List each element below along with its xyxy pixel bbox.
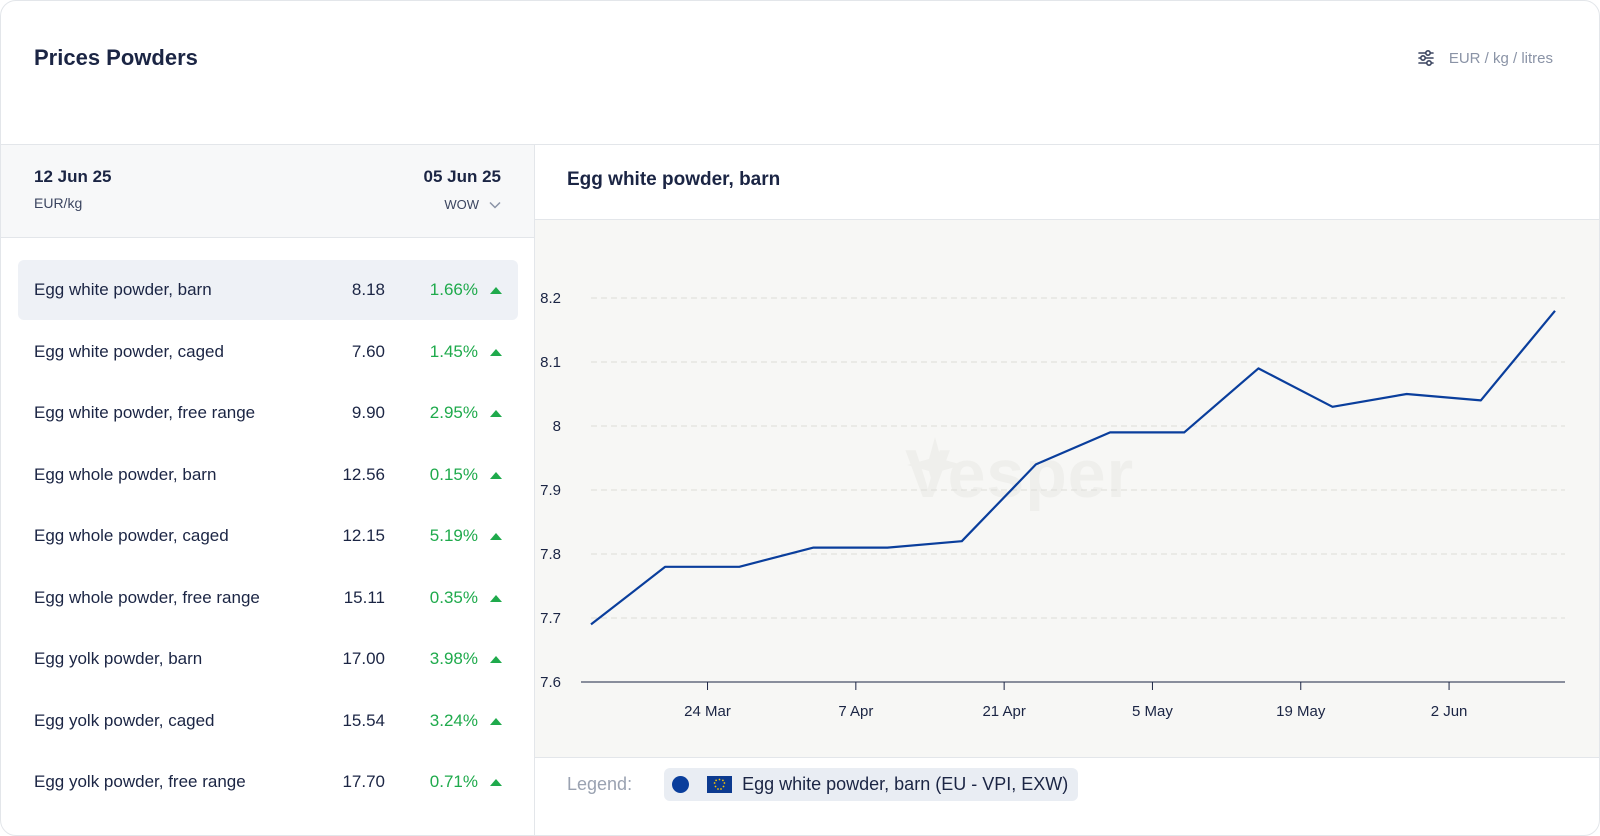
price-change: 5.19% bbox=[429, 526, 478, 545]
list-item[interactable]: Egg whole powder, free range 15.11 0.35% bbox=[18, 568, 518, 628]
legend-item[interactable]: Egg white powder, barn (EU - VPI, EXW) bbox=[664, 767, 1079, 801]
list-item[interactable]: Egg whole powder, barn 12.56 0.15% bbox=[18, 445, 518, 505]
product-price: 17.70 bbox=[342, 772, 385, 791]
product-price: 12.56 bbox=[342, 464, 385, 484]
watermark-text: Vesper bbox=[905, 436, 1135, 512]
y-tick-label: 7.6 bbox=[540, 674, 561, 691]
compare-date: 05 Jun 25 bbox=[423, 167, 502, 186]
product-price: 15.11 bbox=[343, 587, 385, 607]
eu-flag-icon bbox=[707, 775, 733, 793]
trend-up-icon bbox=[490, 656, 502, 663]
product-name: Egg whole powder, barn bbox=[34, 464, 217, 484]
chart-panel: Egg white powder, barn Vesper 7.6 7.7 7.8 7… bbox=[535, 145, 1599, 835]
list-item[interactable]: Egg white powder, barn 8.18 1.66% bbox=[18, 260, 518, 320]
product-name: Egg white powder, free range bbox=[34, 403, 256, 422]
list-item[interactable]: Egg yolk powder, free range 17.70 0.71% bbox=[18, 752, 518, 812]
y-tick-label: 8.2 bbox=[540, 290, 561, 307]
price-change: 1.66% bbox=[429, 280, 478, 299]
list-item[interactable]: Egg white powder, caged 7.60 1.45% bbox=[18, 322, 518, 382]
list-item[interactable]: Egg yolk powder, caged 15.54 3.24% bbox=[18, 691, 518, 751]
legend-item-label: Egg white powder, barn (EU - VPI, EXW) bbox=[742, 773, 1069, 794]
price-table: 12 Jun 25 EUR/kg 05 Jun 25 WOW Egg white… bbox=[1, 145, 535, 835]
product-name: Egg whole powder, free range bbox=[34, 587, 260, 607]
trend-up-icon bbox=[490, 348, 502, 356]
product-price: 8.18 bbox=[351, 280, 385, 299]
x-tick-label: 7 Apr bbox=[838, 703, 873, 720]
price-change: 0.15% bbox=[429, 464, 478, 484]
y-tick-label: 7.7 bbox=[540, 610, 561, 627]
series-dot bbox=[672, 775, 690, 793]
trend-up-icon bbox=[490, 410, 502, 417]
sliders-icon bbox=[1417, 49, 1435, 67]
trend-up-icon bbox=[490, 717, 502, 725]
x-tick-label: 19 May bbox=[1276, 703, 1326, 720]
chevron-down-icon bbox=[489, 197, 501, 212]
price-change: 3.98% bbox=[429, 649, 478, 668]
product-price: 12.15 bbox=[342, 526, 385, 545]
product-price: 9.90 bbox=[351, 403, 385, 422]
trend-up-icon bbox=[490, 779, 502, 786]
price-change: 2.95% bbox=[429, 403, 478, 422]
period-dropdown[interactable]: WOW bbox=[444, 197, 501, 212]
list-item[interactable]: Egg yolk powder, barn 17.00 3.98% bbox=[18, 629, 518, 689]
product-name: Egg yolk powder, caged bbox=[34, 710, 215, 730]
period-label: WOW bbox=[444, 197, 479, 212]
chart-area[interactable]: Vesper 7.6 7.7 7.8 7.9 8 8.1 8.2 24 Mar 7 Apr 21 … bbox=[535, 220, 1599, 758]
trend-up-icon bbox=[490, 594, 502, 602]
legend-label: Legend: bbox=[567, 773, 633, 794]
list-item[interactable]: Egg white powder, free range 9.90 2.95% bbox=[18, 383, 518, 443]
vesper-logo-icon bbox=[907, 437, 963, 493]
product-name: Egg white powder, caged bbox=[34, 341, 224, 361]
product-price: 15.54 bbox=[342, 710, 385, 730]
line-chart: 7.6 7.7 7.8 7.9 8 8.1 8.2 24 Mar 7 Apr 21 Apr 5 Ma… bbox=[540, 290, 1565, 720]
product-name: Egg yolk powder, barn bbox=[34, 649, 203, 668]
current-date: 12 Jun 25 bbox=[34, 167, 112, 186]
trend-up-icon bbox=[490, 471, 502, 479]
card-header: Prices Powders EUR / kg / litres bbox=[1, 1, 1599, 145]
price-change: 0.71% bbox=[429, 772, 478, 791]
chart-legend: Legend: Egg white powder, barn (EU - VPI… bbox=[567, 767, 1079, 801]
product-name: Egg whole powder, caged bbox=[34, 526, 229, 545]
chart-title: Egg white powder, barn bbox=[567, 169, 781, 190]
product-name: Egg white powder, barn bbox=[34, 280, 212, 299]
x-tick-label: 21 Apr bbox=[982, 703, 1025, 720]
x-tick-label: 2 Jun bbox=[1431, 703, 1468, 720]
product-price: 7.60 bbox=[351, 341, 385, 361]
price-change: 0.35% bbox=[429, 587, 478, 607]
price-list: Egg white powder, barn 8.18 1.66% Egg white… bbox=[18, 260, 518, 814]
trend-up-icon bbox=[490, 533, 502, 540]
x-tick-label: 24 Mar bbox=[684, 703, 731, 720]
watermark: Vesper bbox=[905, 435, 1134, 513]
page-title: Prices Powders bbox=[34, 45, 198, 70]
x-tick-label: 5 May bbox=[1132, 703, 1173, 720]
table-header: 12 Jun 25 EUR/kg 05 Jun 25 WOW bbox=[1, 145, 534, 238]
y-tick-label: 8 bbox=[553, 418, 561, 435]
series-line bbox=[590, 310, 1556, 626]
units-label: EUR / kg / litres bbox=[1448, 49, 1553, 67]
y-tick-label: 7.9 bbox=[540, 482, 561, 499]
units-selector[interactable]: EUR / kg / litres bbox=[1417, 49, 1553, 67]
chart-header: Egg white powder, barn bbox=[535, 145, 1599, 220]
list-item[interactable]: Egg whole powder, caged 12.15 5.19% bbox=[18, 506, 518, 566]
current-unit: EUR/kg bbox=[34, 195, 83, 211]
product-price: 17.00 bbox=[342, 649, 385, 668]
y-tick-label: 7.8 bbox=[540, 546, 561, 563]
price-change: 1.45% bbox=[429, 341, 478, 361]
y-tick-label: 8.1 bbox=[540, 354, 561, 371]
trend-up-icon bbox=[490, 287, 502, 294]
price-change: 3.24% bbox=[429, 710, 478, 730]
product-name: Egg yolk powder, free range bbox=[34, 772, 246, 791]
